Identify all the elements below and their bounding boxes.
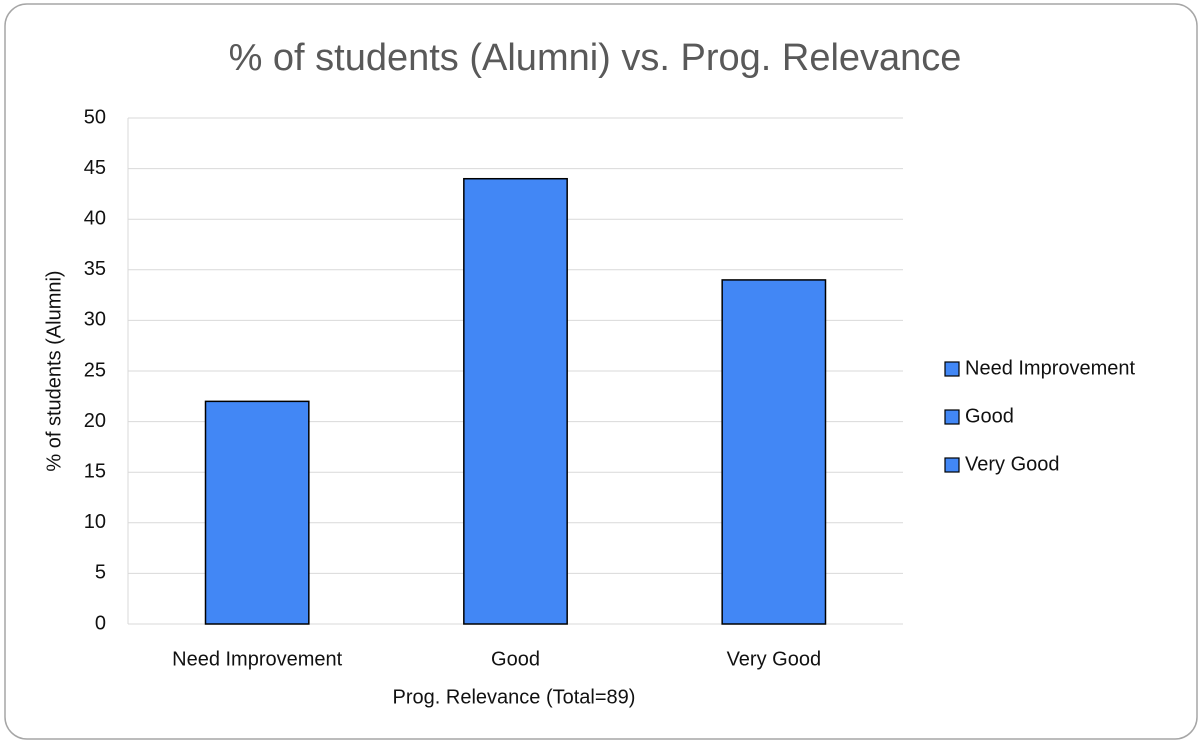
y-tick-label: 30	[84, 309, 106, 331]
y-tick-label: 35	[84, 258, 106, 280]
y-tick-label: 45	[84, 157, 106, 179]
legend-label: Very Good	[965, 453, 1060, 475]
x-tick-label: Need Improvement	[172, 648, 343, 670]
x-axis-title: Prog. Relevance (Total=89)	[393, 686, 636, 708]
y-tick-label: 25	[84, 359, 106, 381]
x-tick-label: Very Good	[727, 648, 822, 670]
legend-swatch	[944, 361, 960, 377]
y-axis-title: % of students (Alumni)	[43, 270, 65, 471]
bar	[204, 400, 310, 625]
y-tick-label: 20	[84, 410, 106, 432]
y-tick-label: 15	[84, 460, 106, 482]
y-tick-label: 10	[84, 511, 106, 533]
y-tick-label: 40	[84, 207, 106, 229]
legend-swatch	[944, 409, 960, 425]
y-tick-label: 50	[84, 106, 106, 128]
bar	[721, 279, 827, 625]
legend-label: Good	[965, 405, 1014, 427]
legend-label: Need Improvement	[965, 357, 1136, 379]
bar	[463, 177, 568, 625]
y-tick-label: 0	[95, 612, 106, 634]
y-tick-label: 5	[95, 562, 106, 584]
chart-title: % of students (Alumni) vs. Prog. Relevan…	[229, 37, 962, 79]
legend-swatch	[944, 457, 960, 473]
x-tick-label: Good	[491, 648, 540, 670]
